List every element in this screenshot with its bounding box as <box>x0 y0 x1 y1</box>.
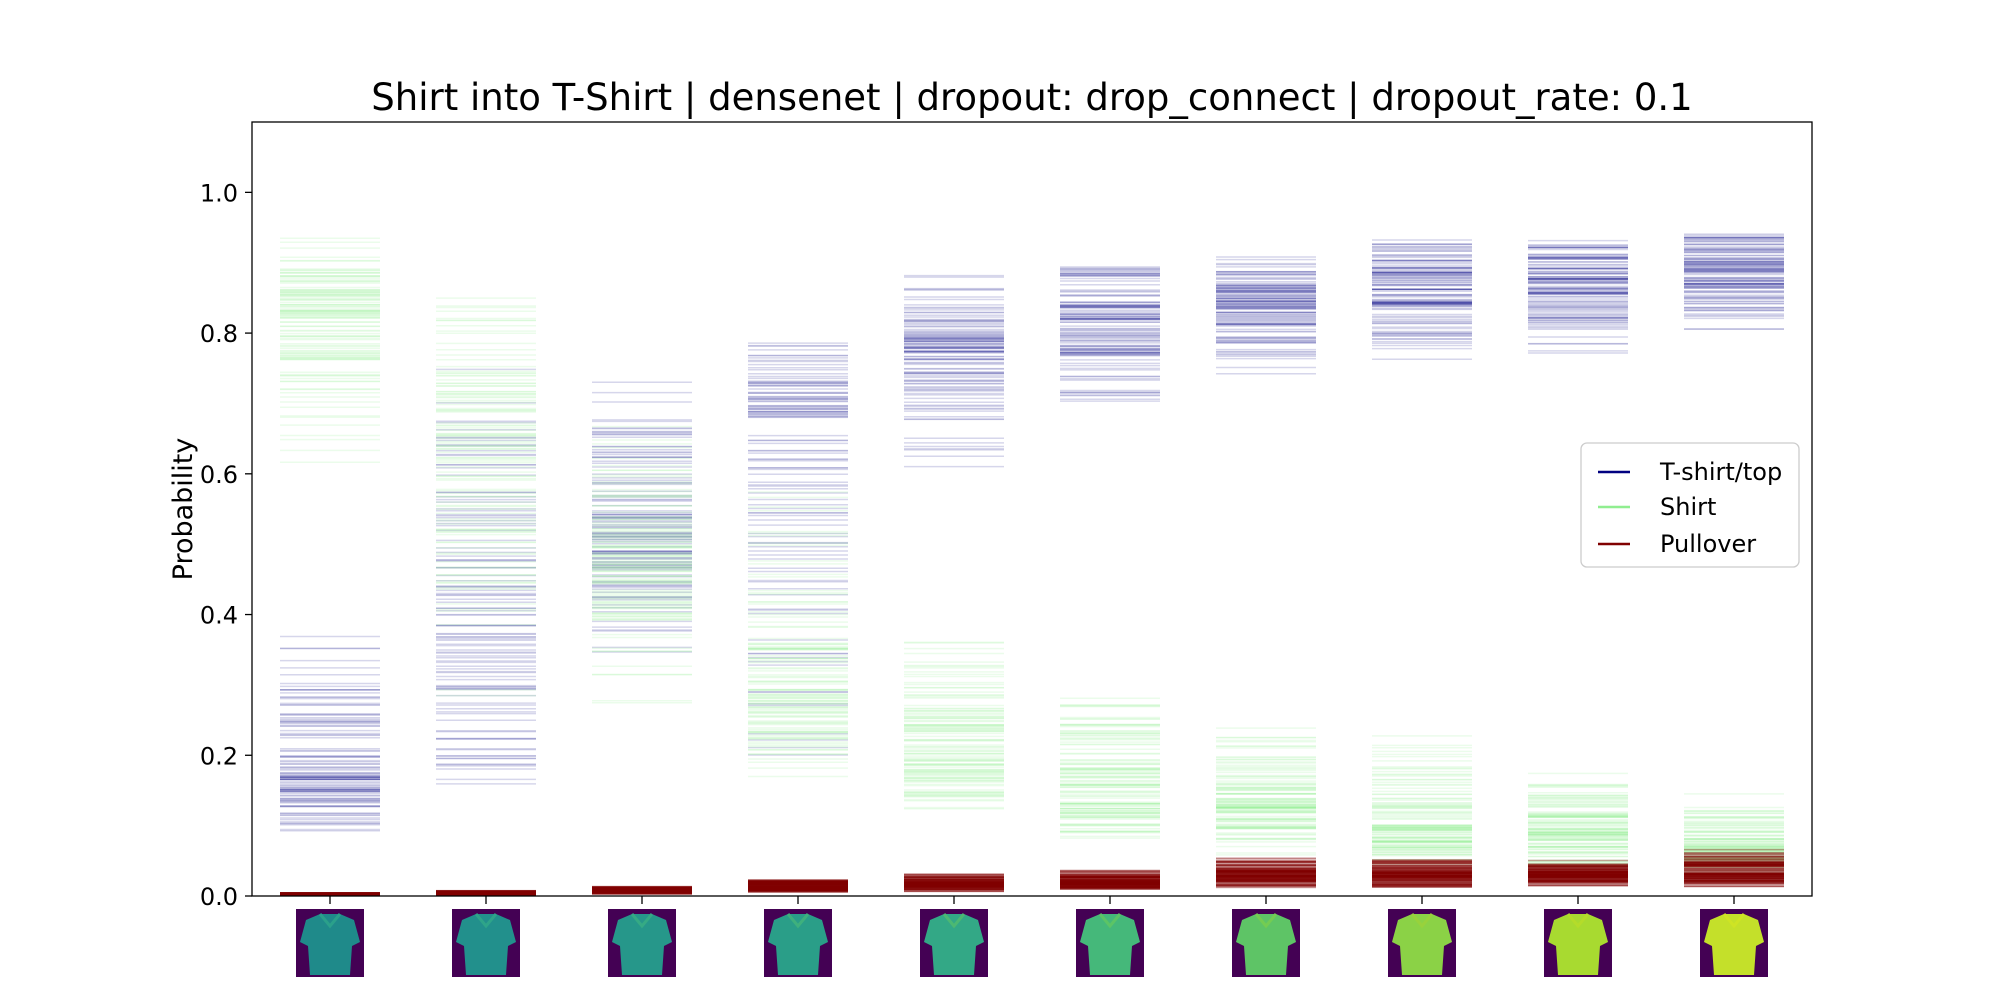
thumbnail-strip <box>296 896 1768 977</box>
series-layer <box>280 233 1784 896</box>
shirt-collar <box>318 913 342 929</box>
y-tick-label: 0.0 <box>200 883 238 911</box>
thumbnail-image <box>764 896 832 977</box>
shirt-collar <box>786 913 810 929</box>
shirt-shape <box>1548 914 1608 975</box>
y-tick-label: 0.6 <box>200 461 238 489</box>
shirt-collar <box>1098 913 1122 929</box>
thumbnail-image <box>296 896 364 977</box>
y-tick-label: 1.0 <box>200 179 238 207</box>
shirt-shape <box>300 914 360 975</box>
legend-label-shirt: Shirt <box>1660 493 1716 521</box>
plot-frame <box>251 121 1813 897</box>
legend-label-tshirt: T-shirt/top <box>1659 458 1782 486</box>
series-pullover <box>280 848 1784 896</box>
y-axis: 0.0 0.2 0.4 0.6 0.8 1.0 <box>200 179 252 911</box>
shirt-collar <box>474 913 498 929</box>
shirt-collar <box>1254 913 1278 929</box>
thumbnail-image <box>608 896 676 977</box>
legend: T-shirt/top Shirt Pullover <box>1580 442 1800 568</box>
y-tick-label: 0.2 <box>200 742 238 770</box>
thumbnail-image <box>1700 896 1768 977</box>
y-tick-label: 0.8 <box>200 320 238 348</box>
series-shirt <box>280 237 1784 882</box>
y-axis-label: Probability <box>168 438 199 581</box>
shirt-shape <box>1704 914 1764 975</box>
thumbnail-image <box>1076 896 1144 977</box>
shirt-collar <box>1722 913 1746 929</box>
thumbnail-image <box>1544 896 1612 977</box>
legend-box <box>1580 442 1800 568</box>
y-tick-label: 0.4 <box>200 602 238 630</box>
shirt-shape <box>1080 914 1140 975</box>
shirt-shape <box>1392 914 1452 975</box>
shirt-shape <box>924 914 984 975</box>
thumbnail-image <box>920 896 988 977</box>
shirt-collar <box>942 913 966 929</box>
chart-title: Shirt into T-Shirt | densenet | dropout:… <box>371 76 1692 119</box>
shirt-shape <box>1236 914 1296 975</box>
legend-label-pullover: Pullover <box>1660 530 1756 558</box>
shirt-collar <box>1410 913 1434 929</box>
thumbnail-image <box>452 896 520 977</box>
shirt-shape <box>612 914 672 975</box>
thumbnail-image <box>1388 896 1456 977</box>
series-t-shirt-top <box>280 233 1784 832</box>
shirt-collar <box>630 913 654 929</box>
shirt-shape <box>456 914 516 975</box>
thumbnail-image <box>1232 896 1300 977</box>
shirt-shape <box>768 914 828 975</box>
shirt-collar <box>1566 913 1590 929</box>
